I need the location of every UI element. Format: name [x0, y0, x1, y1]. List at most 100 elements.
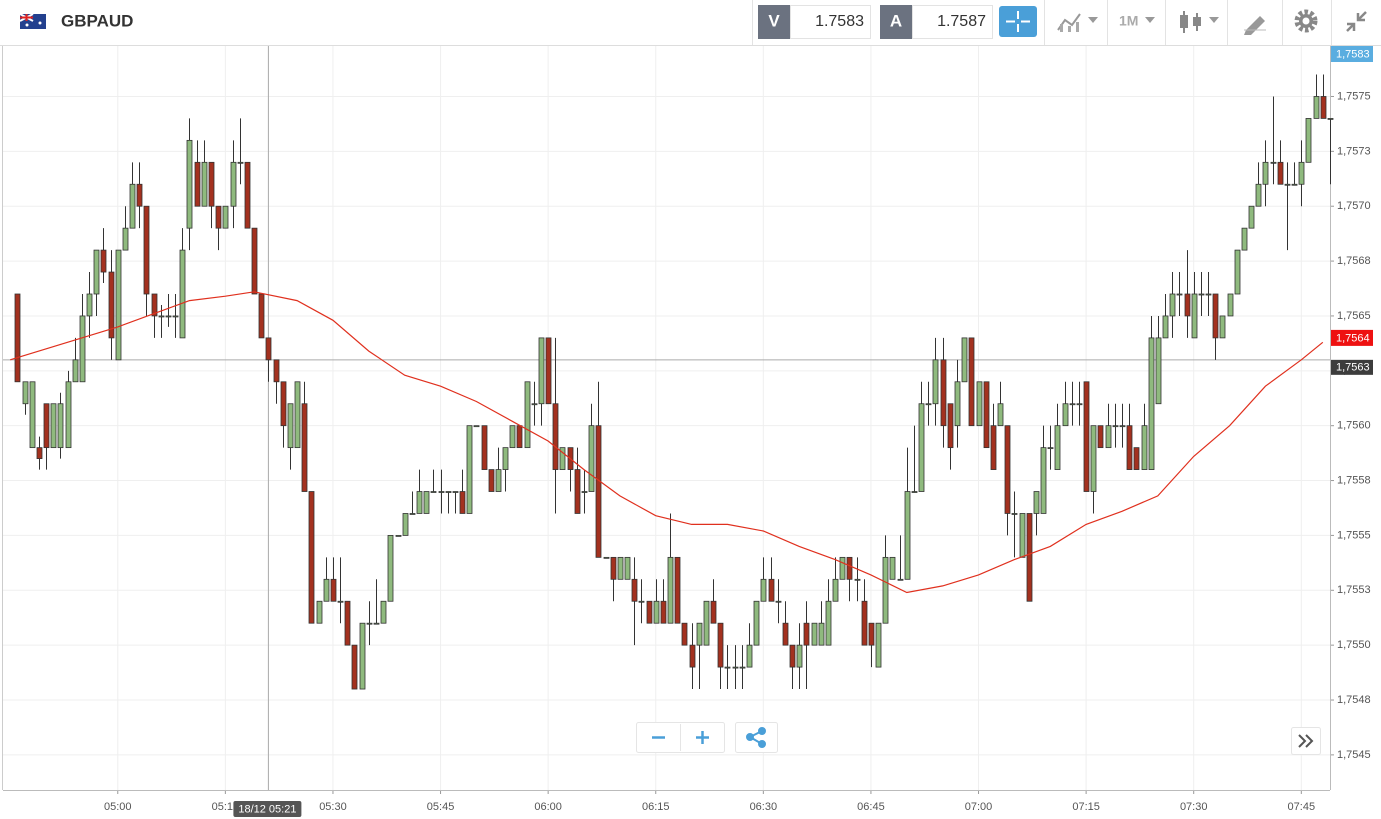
ask-button[interactable]: [880, 5, 912, 39]
candle-body: [552, 403, 559, 470]
candle-body: [746, 644, 753, 668]
toolbar: GBPAUD V 1.7583 A 1.7587 1M: [0, 0, 1381, 46]
candle-body: [65, 381, 72, 449]
candle-body: [918, 403, 925, 492]
candle-body: [351, 644, 358, 690]
candle-body: [897, 578, 904, 581]
candle-body: [72, 359, 79, 383]
crosshair-button[interactable]: [999, 6, 1037, 37]
candle-body: [1047, 447, 1054, 450]
collapse-button[interactable]: [1346, 11, 1367, 32]
candle-body: [588, 425, 595, 492]
candle-body: [438, 491, 445, 493]
candle-body: [1141, 425, 1148, 470]
candle-body: [889, 556, 896, 580]
candle-body: [1184, 293, 1191, 317]
x-tick-label: 06:15: [642, 801, 670, 813]
candle-body: [990, 425, 997, 470]
candle-body: [868, 622, 875, 646]
x-tick-label: 06:30: [750, 801, 778, 813]
settings-button[interactable]: [1294, 9, 1318, 33]
y-tick-label: 1,7560: [1337, 420, 1371, 432]
candle-body: [1112, 425, 1119, 428]
candle-body: [423, 491, 430, 514]
candle-body: [409, 513, 416, 515]
candle-body: [1033, 491, 1040, 514]
draw-button[interactable]: [1244, 16, 1266, 35]
bid-button[interactable]: [758, 5, 790, 39]
candle-body: [983, 381, 990, 449]
candle-body: [961, 337, 968, 383]
candle-body: [646, 600, 653, 624]
y-tick-label: 1,7568: [1337, 255, 1371, 267]
candle-body: [222, 205, 229, 229]
candle-body: [997, 403, 1004, 427]
y-tick-label: 1,7545: [1337, 749, 1371, 761]
candle-body: [136, 183, 143, 207]
candle-body: [1176, 293, 1183, 296]
zoom-in[interactable]: [696, 731, 709, 744]
timeframe[interactable]: 1M: [1119, 13, 1138, 29]
x-tick-label: 06:00: [534, 801, 562, 813]
candle-body: [100, 249, 107, 273]
candle-body: [976, 381, 983, 427]
candle-body: [1248, 205, 1255, 229]
ask-label: 1,7583: [1336, 48, 1370, 60]
candle-body: [516, 425, 523, 449]
candle-body: [1148, 337, 1155, 470]
y-tick-label: 1,7565: [1337, 310, 1371, 322]
candle-body: [703, 600, 710, 646]
candle-body: [115, 249, 122, 361]
candle-body: [387, 535, 394, 602]
candle-body: [1227, 293, 1234, 317]
candle-body: [1083, 381, 1090, 492]
candle-body: [452, 491, 459, 493]
y-tick-label: 1,7558: [1337, 474, 1371, 486]
ask-box: [912, 5, 993, 39]
candle-body: [473, 425, 480, 428]
chart-type-button[interactable]: [1057, 13, 1098, 32]
candle-body: [775, 600, 782, 603]
candles-button[interactable]: [1180, 11, 1219, 33]
candle-body: [344, 600, 351, 646]
candle-body: [481, 425, 488, 470]
candle-body: [1076, 403, 1083, 406]
bid-box: [790, 5, 871, 39]
scroll-end-button[interactable]: [1298, 734, 1314, 748]
candle-body: [301, 403, 308, 492]
candle-body: [789, 644, 796, 668]
candle-body: [50, 403, 57, 449]
candle-body: [93, 249, 100, 295]
candle-body: [739, 666, 746, 669]
candle-body: [674, 556, 681, 624]
candle-body: [610, 556, 617, 580]
candle-body: [1126, 425, 1133, 470]
candle-body: [595, 425, 602, 558]
candle-body: [1198, 293, 1205, 296]
candle-body: [244, 161, 251, 229]
candle-body: [466, 425, 473, 514]
candle-body: [172, 315, 179, 318]
candle-body: [179, 249, 186, 339]
candle-body: [696, 622, 703, 646]
candle-body: [337, 600, 344, 603]
candle-body: [395, 535, 402, 537]
candle-body: [143, 205, 150, 295]
candle-body: [237, 161, 244, 164]
y-tick-label: 1,7548: [1337, 694, 1371, 706]
candle-body: [502, 447, 509, 470]
ask-price: 1.7587: [937, 13, 986, 30]
candle-body: [1277, 161, 1284, 185]
candle-body: [323, 578, 330, 602]
share-button[interactable]: [746, 727, 766, 748]
candle-body: [186, 139, 193, 229]
candle-body: [732, 666, 739, 669]
y-tick-label: 1,7555: [1337, 529, 1371, 541]
candle-body: [1219, 315, 1226, 339]
candle-body: [208, 161, 215, 207]
y-tick-label: 1,7575: [1337, 90, 1371, 102]
candle-body: [818, 622, 825, 646]
share-box: [735, 722, 778, 753]
candle-body: [1305, 118, 1312, 163]
